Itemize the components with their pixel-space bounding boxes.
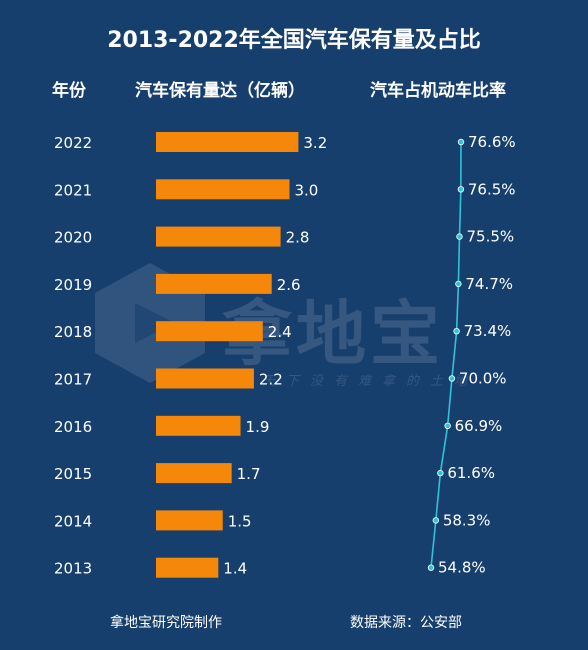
year-label: 2021 [54, 181, 92, 199]
year-label: 2020 [54, 229, 92, 247]
chart-title: 2013-2022年全国汽车保有量及占比 [107, 28, 481, 53]
year-label: 2017 [54, 371, 92, 389]
year-label: 2019 [54, 276, 92, 294]
ratio-value-label: 70.0% [459, 370, 507, 388]
car-count-bar [156, 415, 241, 436]
car-count-value-label: 2.4 [268, 323, 292, 341]
ratio-value-label: 75.5% [466, 228, 514, 246]
footer-producer: 拿地宝研究院制作 [110, 615, 222, 631]
ratio-value-label: 74.7% [465, 275, 513, 293]
ratio-point [455, 280, 462, 288]
year-label: 2022 [54, 134, 92, 152]
ratio-point [448, 375, 456, 382]
ratio-point [432, 517, 440, 524]
car-count-column-header: 汽车保有量达（亿辆） [135, 81, 305, 101]
car-count-value-label: 3.2 [303, 134, 327, 152]
ratio-value-label: 61.6% [447, 464, 495, 482]
ratio-point [457, 138, 465, 146]
year-label: 2016 [54, 418, 92, 436]
year-label: 2013 [54, 560, 92, 578]
ratio-value-label: 54.8% [438, 559, 486, 577]
ratio-point [457, 186, 465, 193]
car-count-bar [156, 132, 299, 152]
watermark-slogan: 天下没有难拿的土地 [262, 374, 479, 389]
car-count-value-label: 2.2 [259, 371, 283, 389]
car-count-bar [156, 463, 232, 484]
year-label: 2014 [54, 512, 92, 530]
car-count-bar [156, 321, 263, 342]
ratio-point [453, 328, 460, 335]
ratio-value-label: 76.5% [468, 180, 516, 198]
ratio-point [444, 422, 451, 429]
car-count-bar [156, 273, 272, 294]
car-count-value-label: 2.8 [286, 229, 310, 247]
ratio-value-label: 73.4% [464, 322, 512, 340]
ratio-value-label: 58.3% [443, 511, 491, 529]
car-count-value-label: 1.9 [246, 418, 270, 436]
ratio-column-header: 汽车占机动车比率 [370, 81, 506, 101]
year-column-header: 年份 [52, 81, 86, 101]
year-label: 2018 [54, 323, 92, 341]
car-count-value-label: 1.4 [223, 560, 247, 578]
car-count-bar [156, 557, 219, 578]
ratio-value-label: 76.6% [468, 133, 516, 151]
car-count-bar [156, 368, 254, 389]
car-count-value-label: 2.6 [277, 276, 301, 294]
car-count-value-label: 1.5 [228, 512, 252, 530]
ratio-point [437, 469, 444, 477]
ratio-value-label: 66.9% [455, 417, 503, 435]
car-count-value-label: 1.7 [237, 465, 261, 483]
car-count-bar [156, 179, 290, 200]
car-count-bar [156, 226, 281, 247]
year-label: 2015 [54, 465, 92, 483]
ratio-point [456, 233, 463, 240]
ratio-line [430, 141, 462, 568]
car-count-value-label: 3.0 [295, 181, 319, 199]
car-count-bar [156, 510, 223, 531]
ratio-point [427, 564, 435, 571]
footer-source: 数据来源：公安部 [350, 615, 462, 631]
